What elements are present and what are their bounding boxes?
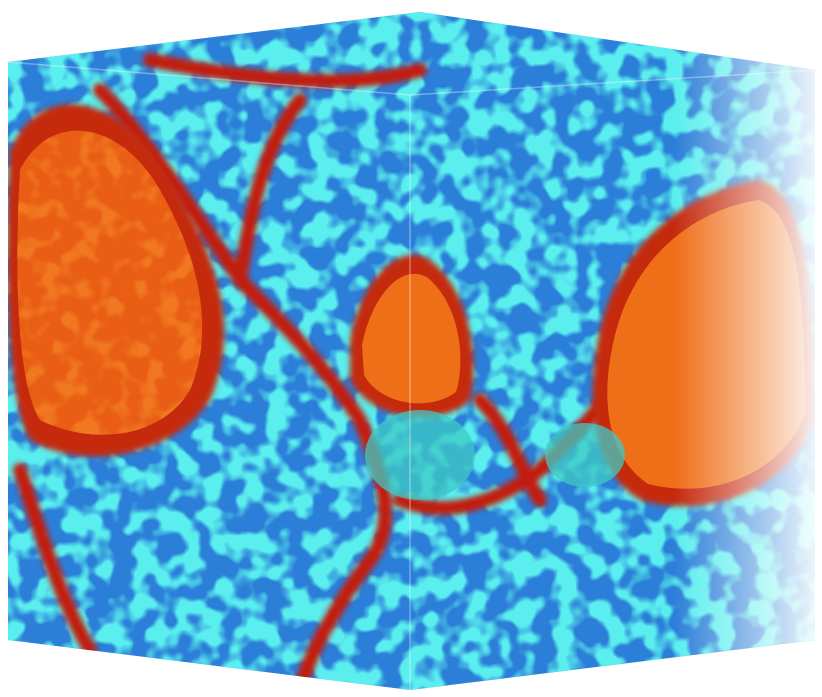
- cube-edges: [7, 61, 816, 690]
